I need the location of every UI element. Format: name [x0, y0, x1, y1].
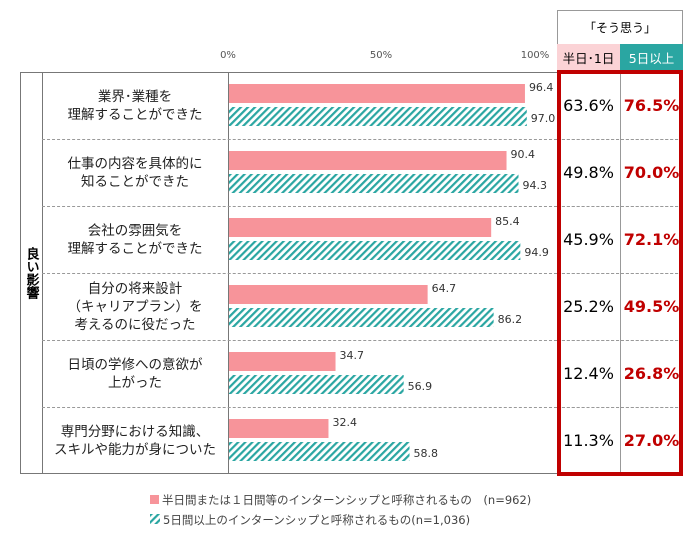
pct-col1: 63.6%: [563, 96, 614, 115]
data-label: 32.4: [332, 416, 357, 429]
data-label: 94.9: [524, 246, 549, 259]
tick-100: 100%: [520, 50, 550, 61]
data-label: 86.2: [497, 313, 523, 326]
pct-col2: 49.5%: [623, 297, 680, 316]
data-label: 90.4: [510, 148, 536, 161]
tick-0: 0%: [220, 50, 236, 61]
bar-half-day: [229, 218, 492, 237]
header-col2: 5日以上: [620, 44, 683, 71]
row-divider: [42, 139, 557, 140]
data-label: 94.3: [522, 179, 548, 192]
pct-col2: 26.8%: [623, 364, 680, 383]
pct-col2: 76.5%: [623, 96, 680, 115]
row-divider: [42, 273, 557, 274]
bar-five-day: [229, 174, 519, 193]
legend-swatch-hatch: [150, 514, 160, 524]
table-frame: [20, 72, 557, 474]
row-divider: [42, 407, 557, 408]
bar-half-day: [229, 151, 507, 170]
bar-five-day: [229, 241, 521, 260]
side-label: 良い影響: [23, 247, 39, 299]
highlight-box: [557, 70, 683, 476]
bar-five-day: [229, 442, 410, 461]
category-label: 業界･業種を 理解することができた: [67, 88, 203, 123]
legend-label: 半日間または１日間等のインターンシップと呼称されるもの (n=962): [162, 493, 532, 507]
header-col1: 半日･1日: [557, 44, 620, 71]
category-label: 専門分野における知識、 スキルや能力が身についた: [54, 423, 216, 458]
legend-swatch-pink: [150, 495, 159, 504]
pct-col1: 45.9%: [563, 230, 614, 249]
category-label: 会社の雰囲気を 理解することができた: [67, 222, 203, 257]
bar-half-day: [229, 352, 336, 371]
category-label: 自分の将来設計 （キャリアプラン）を 考えるのに役だった: [67, 280, 203, 333]
bar-five-day: [229, 375, 404, 394]
pct-col1: 25.2%: [563, 297, 614, 316]
pct-col1: 12.4%: [563, 364, 614, 383]
pct-col2: 27.0%: [623, 431, 680, 450]
row-divider: [42, 340, 557, 341]
pct-col1: 11.3%: [563, 431, 614, 450]
data-label: 34.7: [339, 349, 365, 362]
legend-item-half-day: 半日間または１日間等のインターンシップと呼称されるもの (n=962): [150, 490, 531, 510]
pct-col1: 49.8%: [563, 163, 614, 182]
legend-label: 5日間以上のインターンシップと呼称されるもの(n=1,036): [163, 513, 471, 527]
divider: [620, 74, 621, 472]
data-label: 96.4: [528, 81, 554, 94]
row-divider: [42, 206, 557, 207]
data-label: 56.9: [407, 380, 433, 393]
header-group: 「そう思う」: [557, 10, 683, 44]
category-label: 仕事の内容を具体的に 知ることができた: [67, 155, 203, 190]
bar-half-day: [229, 285, 428, 304]
pct-col2: 70.0%: [623, 163, 680, 182]
legend-item-five-day: 5日間以上のインターンシップと呼称されるもの(n=1,036): [150, 510, 531, 530]
bar-five-day: [229, 107, 527, 126]
data-label: 64.7: [431, 282, 457, 295]
tick-50: 50%: [369, 50, 393, 61]
data-label: 85.4: [495, 215, 520, 228]
data-label: 58.8: [413, 447, 439, 460]
legend: 半日間または１日間等のインターンシップと呼称されるもの (n=962) 5日間以…: [150, 490, 531, 530]
bar-five-day: [229, 308, 494, 327]
bar-half-day: [229, 84, 525, 103]
pct-col2: 72.1%: [623, 230, 680, 249]
data-label: 97.0: [530, 112, 556, 125]
category-label: 日頃の学修への意欲が 上がった: [67, 356, 203, 391]
bar-half-day: [229, 419, 329, 438]
